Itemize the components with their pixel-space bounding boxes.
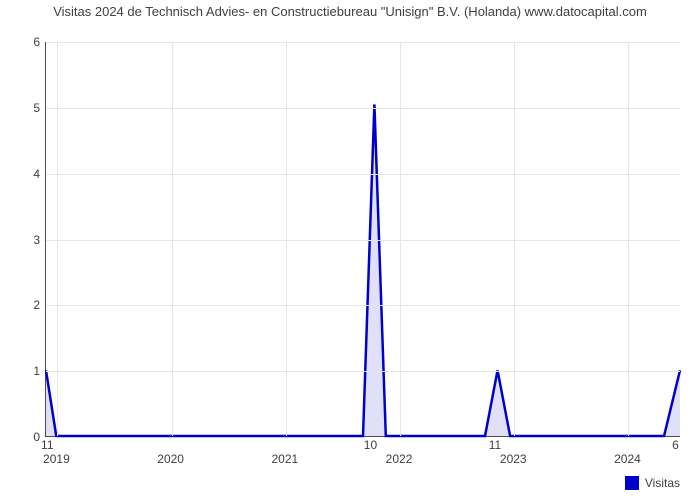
- series-area: [46, 104, 680, 436]
- legend-swatch: [625, 476, 639, 490]
- gridline-v: [286, 42, 287, 436]
- gridline-h: [46, 174, 680, 175]
- y-tick-label: 3: [25, 233, 40, 247]
- y-tick-label: 0: [25, 430, 40, 444]
- gridline-v: [514, 42, 515, 436]
- y-tick-label: 5: [25, 101, 40, 115]
- y-tick-label: 1: [25, 364, 40, 378]
- legend: Visitas: [625, 476, 680, 490]
- y-tick-label: 6: [25, 35, 40, 49]
- x-tick-label: 2019: [43, 452, 70, 466]
- chart-title: Visitas 2024 de Technisch Advies- en Con…: [0, 4, 700, 21]
- x-sub-label: 11: [41, 438, 53, 452]
- x-tick-label: 2023: [500, 452, 527, 466]
- gridline-v: [400, 42, 401, 436]
- x-tick-label: 2024: [614, 452, 641, 466]
- legend-label: Visitas: [645, 476, 680, 490]
- gridline-h: [46, 305, 680, 306]
- series-line: [46, 104, 680, 436]
- gridline-h: [46, 108, 680, 109]
- gridline-h: [46, 42, 680, 43]
- gridline-v: [172, 42, 173, 436]
- x-sub-label: 6: [672, 438, 679, 452]
- x-tick-label: 2020: [157, 452, 184, 466]
- y-tick-label: 4: [25, 167, 40, 181]
- x-sub-label: 10: [364, 438, 377, 452]
- plot-area: [45, 42, 680, 437]
- gridline-h: [46, 240, 680, 241]
- x-tick-label: 2022: [386, 452, 413, 466]
- x-tick-label: 2021: [271, 452, 298, 466]
- gridline-v: [628, 42, 629, 436]
- gridline-h: [46, 371, 680, 372]
- x-sub-label: 11: [489, 438, 501, 452]
- chart-container: Visitas 2024 de Technisch Advies- en Con…: [0, 0, 700, 500]
- gridline-v: [57, 42, 58, 436]
- y-tick-label: 2: [25, 298, 40, 312]
